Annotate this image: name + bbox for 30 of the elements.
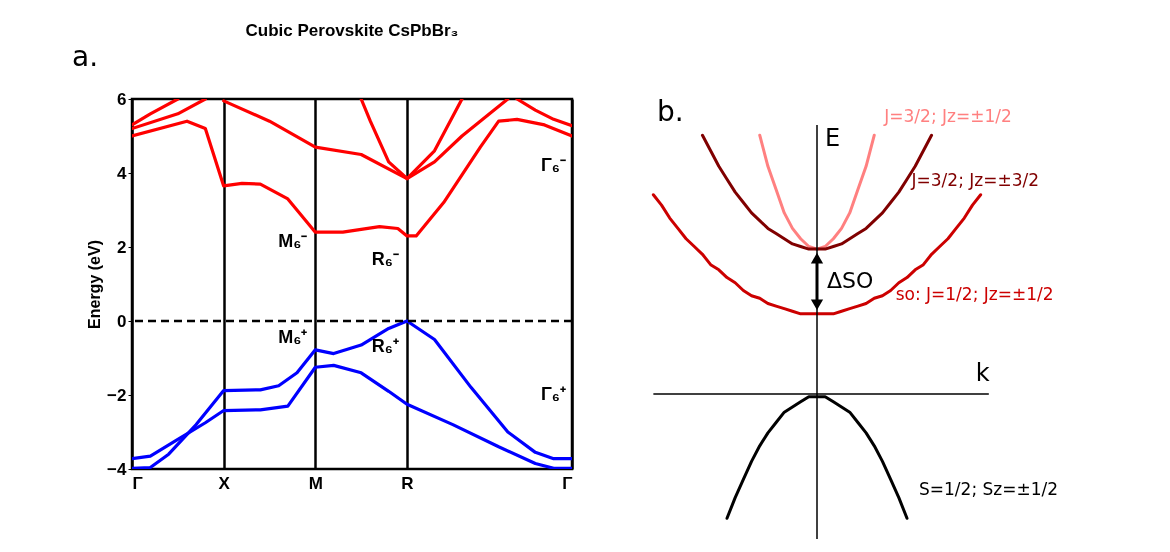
y-tick-label: 0 <box>117 311 127 331</box>
annotation: Γ₆⁺ <box>541 384 566 404</box>
x-tick-label: Γ <box>132 473 143 493</box>
series-label: S=1/2; Sz=±1/2 <box>919 479 1059 500</box>
annotation: R₆⁺ <box>371 336 399 356</box>
annotation: R₆⁻ <box>371 248 399 269</box>
y-tick-label: 2 <box>117 237 127 257</box>
chart-title: Cubic Perovskite CsPbBr₃ <box>245 21 459 40</box>
x-tick-label: Γ <box>562 473 573 493</box>
x-axis-title: k <box>975 359 990 388</box>
y-tick-label: −2 <box>107 385 127 405</box>
line-series <box>132 319 572 469</box>
y-axis-title: E <box>825 123 841 152</box>
text: b. <box>657 95 684 128</box>
annotation: M₆⁺ <box>278 326 308 347</box>
annotation: M₆⁻ <box>278 231 308 252</box>
x-tick-label: M <box>308 473 323 493</box>
annotation: Γ₆⁻ <box>541 154 566 175</box>
y-axis-title: Energy (eV) <box>86 240 104 329</box>
y-tick-label: 6 <box>117 89 127 109</box>
series-label: J=3/2; Jz=±1/2 <box>883 106 1012 127</box>
text: a. <box>72 40 99 73</box>
line-series <box>515 99 572 128</box>
y-tick-label: −4 <box>107 459 128 479</box>
x-tick-label: X <box>218 473 231 493</box>
series-label: J=3/2; Jz=±3/2 <box>910 170 1040 191</box>
annotation: ΔSO <box>827 268 874 294</box>
y-tick-label: 4 <box>117 163 128 183</box>
x-tick-label: R <box>401 473 414 493</box>
series-label: so: J=1/2; Jz=±1/2 <box>895 283 1054 304</box>
